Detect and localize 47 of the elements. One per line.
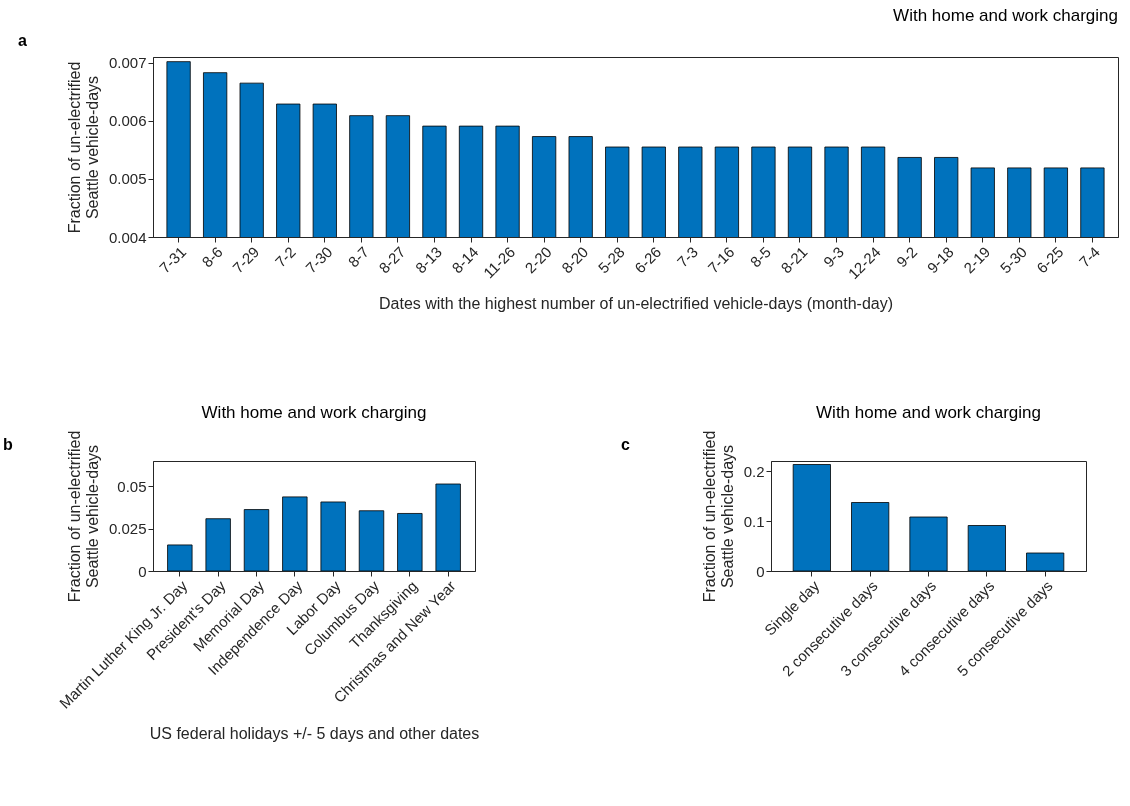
x-axis-title: Dates with the highest number of un-electrified vehicle-days (month-day) (378, 295, 894, 313)
bar (205, 518, 231, 571)
bar (851, 502, 890, 571)
bar (909, 516, 948, 571)
bar (792, 464, 831, 571)
x-tick-label: 7-29 (229, 243, 263, 277)
bar (358, 510, 385, 571)
x-tick-label: 8-5 (746, 243, 775, 271)
y-tick-label: 0.004 (108, 228, 147, 246)
y-tick-label: 0.2 (743, 462, 765, 480)
x-tick-label: 7-3 (673, 243, 701, 271)
x-tick-label: 8-6 (198, 243, 226, 271)
bar (1026, 552, 1065, 571)
bar (435, 483, 461, 571)
bar (967, 525, 1006, 571)
x-tick-label: 9-3 (819, 243, 848, 271)
y-axis-title: Fraction of un-electrified Seattle vehicle-days (65, 430, 101, 603)
bar (397, 513, 423, 571)
text: b (3, 436, 13, 453)
y-axis-title: Fraction of un-electrified Seattle vehicle-days (700, 430, 736, 603)
y-tick-label: 0.05 (117, 477, 147, 495)
chart-title: With home and work charging (816, 403, 1041, 423)
x-tick-label: 7-16 (704, 243, 738, 277)
y-tick-label: 0.005 (108, 170, 147, 188)
x-tick-label: 8-21 (777, 243, 811, 277)
y-tick-label: 0.006 (108, 112, 147, 130)
y-axis-title: Fraction of un-electrified Seattle vehicle-days (65, 61, 101, 234)
x-tick-label: 7-4 (1075, 243, 1104, 271)
chart-title: With home and work charging (893, 6, 1118, 25)
chart-title: With home and work charging (201, 403, 427, 423)
bar (282, 496, 308, 571)
x-axis-title: US federal holidays +/- 5 days and other dates (149, 724, 480, 742)
x-tick-label: 7-2 (271, 243, 299, 271)
y-tick-label: 0 (756, 562, 765, 580)
text: a (18, 32, 27, 49)
y-tick-label: 0.1 (743, 512, 765, 530)
bar (167, 544, 193, 571)
x-tick-label: 7-31 (155, 243, 190, 277)
text: c (621, 436, 630, 453)
bar (243, 509, 270, 571)
bar (320, 501, 346, 571)
y-tick-label: 0.007 (108, 54, 147, 72)
y-tick-label: 0.025 (108, 520, 147, 538)
x-tick-label: 9-2 (892, 243, 921, 271)
y-tick-label: 0 (138, 562, 147, 580)
x-tick-label: 8-7 (344, 243, 372, 271)
x-tick-label: 7-30 (302, 243, 336, 277)
